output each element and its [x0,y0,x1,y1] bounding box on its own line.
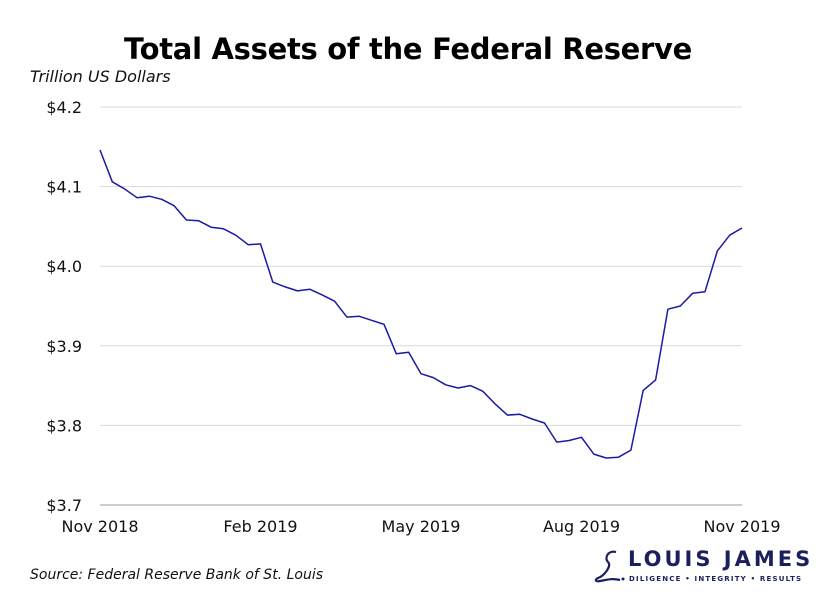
louis-james-logo: LOUIS JAMES DILIGENCE • INTEGRITY • RESU… [594,548,810,586]
y-axis-label: Trillion US Dollars [30,67,171,86]
series-line-total-assets [99,149,743,459]
x-tick-label: Feb 2019 [223,517,297,536]
logo-name: LOUIS JAMES [628,547,814,571]
y-tick-label: $3.8 [46,416,82,435]
y-tick-label: $4.2 [46,98,82,117]
source-note: Source: Federal Reserve Bank of St. Loui… [30,567,324,583]
y-tick-label: $3.7 [46,496,82,515]
y-tick-label: $4.0 [46,257,82,276]
y-tick-label: $4.1 [46,178,82,197]
chart-title: Total Assets of the Federal Reserve [123,32,693,66]
script-l-logo-icon [594,550,625,583]
logo-tagline: DILIGENCE • INTEGRITY • RESULTS [629,575,803,583]
x-tick-label: Aug 2019 [543,517,620,536]
x-tick-label: May 2019 [382,517,461,536]
x-tick-label: Nov 2018 [61,517,138,536]
y-tick-label: $3.9 [46,337,82,356]
x-tick-label: Nov 2019 [703,517,780,536]
